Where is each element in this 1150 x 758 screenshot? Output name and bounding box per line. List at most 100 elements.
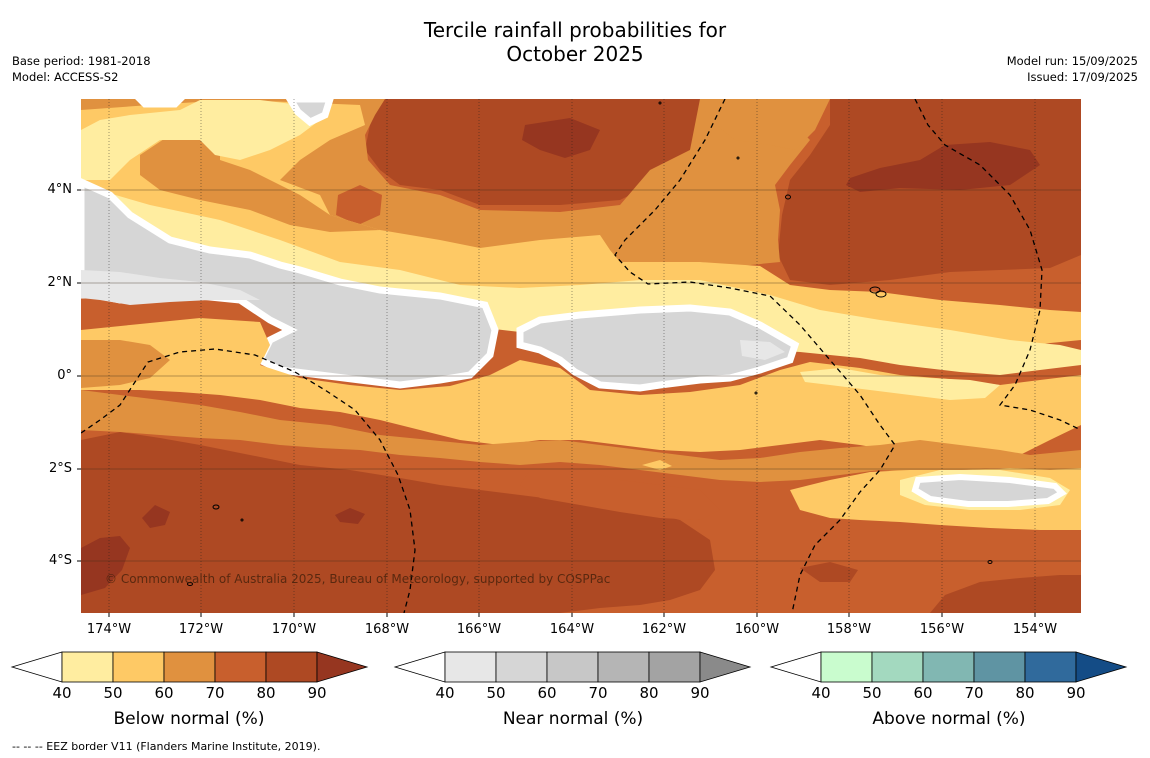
colorbar-below-tick: 50 (103, 684, 123, 702)
region-below-50-60-equator (81, 318, 1081, 460)
colorbar-near-tick: 80 (639, 684, 659, 702)
base-period: Base period: 1981-2018 (12, 54, 151, 68)
lon-label-170w: 170°W (271, 622, 317, 637)
region-below-40-50-north (81, 100, 320, 180)
model-name: Model: ACCESS-S2 (12, 70, 119, 84)
region-below-90plus-north (522, 118, 600, 158)
colorbar-above-tick: 50 (862, 684, 882, 702)
lat-label-4n: 4°N (47, 182, 73, 197)
copyright-notice: © Commonwealth of Australia 2025, Bureau… (105, 572, 611, 586)
colorbars (10, 651, 1128, 683)
region-near-north-top (135, 99, 185, 108)
colorbar-near-tick: 70 (588, 684, 608, 702)
map-plot-area (81, 99, 1081, 613)
region-near-west-lighter (81, 270, 260, 305)
colorbar-title-near: Near normal (%) (502, 709, 644, 729)
islands (187, 101, 993, 586)
colorbar-near-extend-high (699, 651, 752, 683)
region-below-40-50-band (81, 185, 1081, 375)
eez-border-central (614, 99, 896, 613)
colorbar-below-segment (214, 651, 267, 683)
region-below-70-80-southstrip (520, 470, 720, 520)
lon-label-162w: 162°W (641, 622, 687, 637)
colorbar-near-segment (648, 651, 701, 683)
colorbar-above-extend-high (1075, 651, 1128, 683)
colorbar-near-segment (495, 651, 548, 683)
colorbar-above-tick: 60 (913, 684, 933, 702)
colorbar-below-tick: 70 (205, 684, 225, 702)
model-run: Model run: 15/09/2025 (1006, 54, 1138, 68)
issued-date: Issued: 17/09/2025 (1027, 70, 1138, 84)
region-below-90plus-southwest (81, 536, 130, 595)
meta-right: Model run: 15/09/2025 Issued: 17/09/2025 (1007, 53, 1138, 85)
region-below-50-60-islet (642, 460, 672, 470)
colorbar-below-extend-high (316, 651, 369, 683)
eez-borders (81, 99, 1081, 613)
colorbar-above-tick: 80 (1015, 684, 1035, 702)
colorbar-near-segment (546, 651, 599, 683)
lon-label-166w: 166°W (456, 622, 502, 637)
colorbar-below-tick: 40 (52, 684, 72, 702)
colorbar-above-segment (820, 651, 873, 683)
lon-label-164w: 164°W (549, 622, 595, 637)
lat-label-4s: 4°S (48, 553, 72, 568)
colorbar-near-tick: 90 (690, 684, 710, 702)
colorbar-near-tick: 50 (486, 684, 506, 702)
colorbar-below-tick: 60 (154, 684, 174, 702)
colorbar-above-segment (871, 651, 924, 683)
region-below-60-70-inner-north (140, 122, 380, 232)
colorbar-below-segment (163, 651, 216, 683)
colorbar-title-above: Above normal (%) (872, 709, 1026, 729)
lon-label-160w: 160°W (734, 622, 780, 637)
title-line-2: October 2025 (506, 42, 644, 66)
region-below-80-90-south (81, 432, 715, 613)
axis-ticks (77, 189, 1036, 617)
region-below-70-80-blob (336, 185, 382, 225)
eez-footnote: -- -- -- EEZ border V11 (Flanders Marine… (12, 740, 321, 753)
colorbar-near-tick: 60 (537, 684, 557, 702)
colorbar-above-segment (1024, 651, 1077, 683)
meta-left: Base period: 1981-2018 Model: ACCESS-S2 (12, 53, 151, 85)
lat-label-2n: 2°N (47, 275, 73, 290)
region-below-80-90-north (365, 99, 725, 205)
colorbar-below-segment (265, 651, 318, 683)
region-near-southeast-top (911, 473, 1067, 507)
region-below-80-90-southcentral (800, 562, 858, 582)
region-below-90plus-blob-2 (335, 508, 365, 524)
lon-label-158w: 158°W (826, 622, 872, 637)
eez-border-west (81, 348, 416, 613)
colorbar-near-segment (597, 651, 650, 683)
lon-label-172w: 172°W (178, 622, 224, 637)
colorbar-near-tick: 40 (435, 684, 455, 702)
region-below-60-70-south (81, 390, 1081, 482)
region-near-central-lighter (740, 340, 785, 360)
colorbar-above-segment (973, 651, 1026, 683)
region-below-90plus-northeast (846, 142, 1040, 192)
lat-label-2s: 2°S (48, 461, 72, 476)
colorbar-above-tick: 40 (811, 684, 831, 702)
colorbar-above-tick: 70 (964, 684, 984, 702)
lon-label-154w: 154°W (1012, 622, 1058, 637)
map-title: Tercile rainfall probabilities for Octob… (0, 18, 1150, 66)
colorbar-below-extend-low (10, 651, 63, 683)
latitude-lines (81, 189, 1081, 562)
colorbar-below-tick: 80 (256, 684, 276, 702)
lon-label-168w: 168°W (364, 622, 410, 637)
region-near-north-blob (285, 99, 334, 127)
colorbar-above-extend-low (769, 651, 822, 683)
region-near-central (516, 304, 800, 392)
region-below-80-90-southeast (930, 575, 1081, 613)
lon-label-174w: 174°W (86, 622, 132, 637)
colorbar-near-extend-low (393, 651, 446, 683)
colorbar-below-tick: 90 (307, 684, 327, 702)
colorbar-above-segment (922, 651, 975, 683)
region-below-90plus-blob-1 (142, 505, 170, 528)
eez-border-east (914, 99, 1081, 431)
region-below-60-70-topright (700, 99, 830, 150)
colorbar-title-below: Below normal (%) (113, 709, 265, 729)
colorbar-below-segment (112, 651, 165, 683)
title-line-1: Tercile rainfall probabilities for (423, 18, 727, 42)
lat-label-0: 0° (57, 368, 72, 383)
colorbar-below-segment (61, 651, 114, 683)
